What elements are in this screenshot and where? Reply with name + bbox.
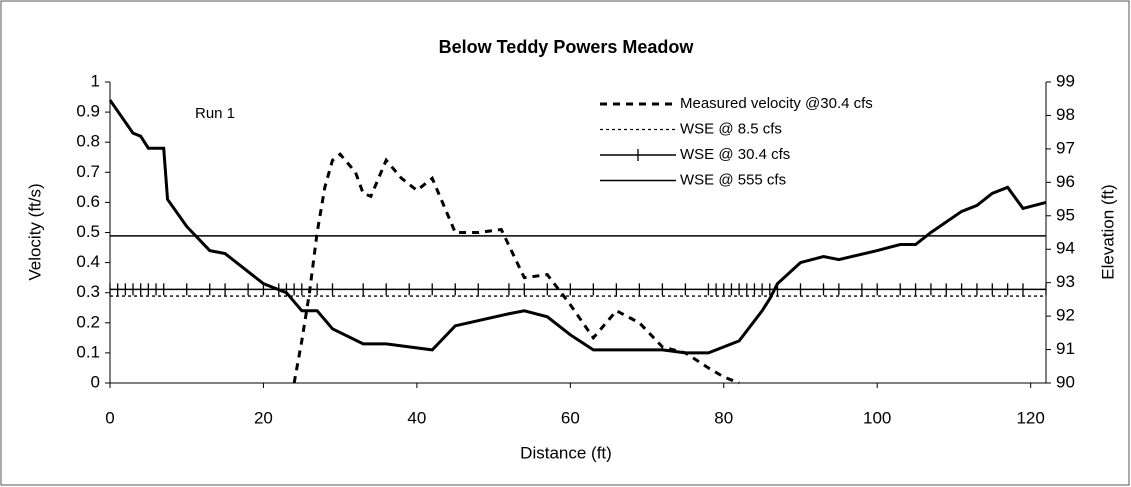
y2-tick-label: 97 — [1056, 138, 1075, 157]
x-tick-label: 120 — [1016, 408, 1044, 427]
y2-tick-label: 99 — [1056, 71, 1075, 90]
y2-tick-label: 96 — [1056, 172, 1075, 191]
chart-title: Below Teddy Powers Meadow — [439, 37, 695, 57]
x-tick-label: 20 — [254, 408, 273, 427]
y2-tick-label: 92 — [1056, 306, 1075, 325]
x-tick-label: 100 — [863, 408, 891, 427]
x-tick-label: 80 — [714, 408, 733, 427]
y-tick-label: 0.3 — [76, 282, 100, 301]
x-tick-label: 40 — [407, 408, 426, 427]
y-tick-label: 0.1 — [76, 342, 100, 361]
y-tick-label: 1 — [91, 71, 100, 90]
legend-label: WSE @ 30.4 cfs — [680, 146, 790, 163]
y-tick-label: 0.7 — [76, 162, 100, 181]
y2-tick-label: 94 — [1056, 239, 1075, 258]
y-tick-label: 0.8 — [76, 132, 100, 151]
y-tick-label: 0.6 — [76, 192, 100, 211]
y2-tick-label: 98 — [1056, 105, 1075, 124]
annotation: Run 1 — [195, 105, 235, 122]
series-line — [292, 152, 740, 385]
y2-tick-label: 93 — [1056, 272, 1075, 291]
x-tick-label: 0 — [105, 408, 114, 427]
y2-tick-label: 95 — [1056, 205, 1075, 224]
y-tick-label: 0.2 — [76, 312, 100, 331]
legend-label: Measured velocity @30.4 cfs — [680, 95, 873, 112]
series-line — [108, 99, 1047, 355]
x-tick-label: 60 — [561, 408, 580, 427]
y2-tick-label: 90 — [1056, 372, 1075, 391]
y-tick-label: 0.4 — [76, 252, 100, 271]
legend-label: WSE @ 8.5 cfs — [680, 120, 782, 137]
y2-axis-label: Elevation (ft) — [1098, 184, 1117, 279]
x-axis-label: Distance (ft) — [520, 443, 612, 462]
y-tick-label: 0 — [91, 372, 100, 391]
y2-tick-label: 91 — [1056, 339, 1075, 358]
legend-label: WSE @ 555 cfs — [680, 171, 786, 188]
y-tick-label: 0.5 — [76, 222, 100, 241]
y-tick-label: 0.9 — [76, 102, 100, 121]
y-axis-label: Velocity (ft/s) — [25, 183, 44, 280]
